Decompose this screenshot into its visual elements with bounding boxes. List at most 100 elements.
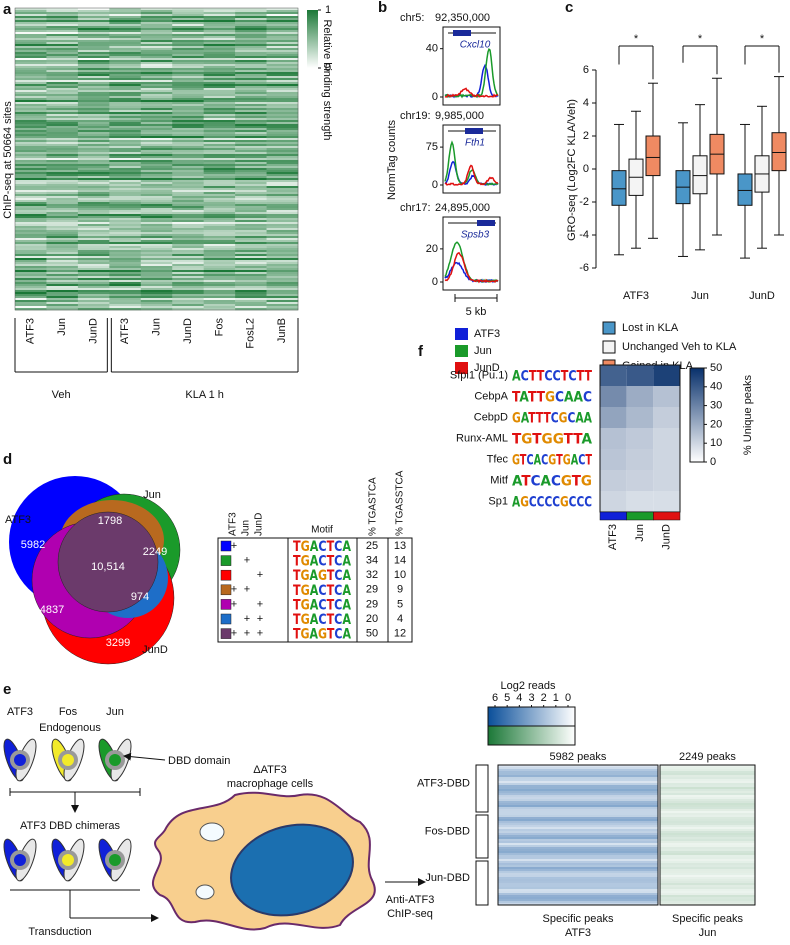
- heatmap-stripe: [203, 146, 236, 149]
- heatmap-stripe: [15, 48, 47, 51]
- heatmap-stripe: [203, 216, 236, 219]
- heatmap-stripe: [77, 14, 110, 17]
- colorbar-tick-label: 50: [710, 362, 722, 374]
- heatmap-stripe: [235, 200, 267, 203]
- heatmap-stripe: [203, 50, 236, 53]
- heatmap-stripe: [15, 98, 47, 101]
- heatmap-stripe: [15, 192, 47, 195]
- heatmap-stripe: [498, 881, 658, 884]
- heatmap-stripe: [77, 34, 110, 37]
- heatmap-stripe: [235, 206, 267, 209]
- heatmap-stripe: [266, 280, 299, 283]
- heatmap-stripe: [235, 290, 267, 293]
- heatmap-stripe: [77, 82, 110, 85]
- heatmap-stripe: [235, 130, 267, 133]
- heatmap-stripe: [203, 172, 236, 175]
- heatmap-stripe: [266, 86, 299, 89]
- heatmap-stripe: [266, 12, 299, 15]
- heatmap-stripe: [46, 56, 79, 59]
- heatmap-stripe: [266, 188, 299, 191]
- heatmap-stripe: [46, 16, 79, 19]
- heatmap-stripe: [15, 308, 47, 311]
- heatmap-stripe: [140, 308, 173, 311]
- heatmap-stripe: [172, 276, 204, 279]
- motif-logo: TGAGTCA: [293, 627, 351, 643]
- heatmap-stripe: [235, 282, 267, 285]
- heatmap-stripe: [140, 248, 173, 251]
- heatmap-stripe: [140, 116, 173, 119]
- caption: Endogenous: [39, 722, 101, 734]
- heatmap-stripe: [498, 897, 658, 900]
- heatmap-stripe: [498, 773, 658, 776]
- heatmap-stripe: [46, 196, 79, 199]
- heatmap-stripe: [266, 130, 299, 133]
- heatmap-stripe: [15, 280, 47, 283]
- panel-label: f: [418, 343, 424, 360]
- heatmap-stripe: [660, 783, 755, 786]
- heatmap-stripe: [235, 88, 267, 91]
- heatmap-stripe: [172, 258, 204, 261]
- heatmap-stripe: [77, 190, 110, 193]
- heatmap-stripe: [46, 252, 79, 255]
- heatmap-stripe: [46, 124, 79, 127]
- heatmap-stripe: [15, 138, 47, 141]
- heatmap-stripe: [498, 781, 658, 784]
- heatmap-stripe: [498, 829, 658, 832]
- heatmap-stripe: [77, 52, 110, 55]
- heatmap-stripe: [235, 140, 267, 143]
- heatmap-stripe: [46, 150, 79, 153]
- heatmap-stripe: [77, 94, 110, 97]
- heatmap-stripe: [15, 286, 47, 289]
- heatmap-stripe: [140, 204, 173, 207]
- heatmap-stripe: [203, 88, 236, 91]
- heatmap-stripe: [235, 114, 267, 117]
- heatmap-stripe: [172, 172, 204, 175]
- dbd-core: [14, 754, 26, 766]
- heatmap-stripe: [660, 855, 755, 858]
- heatmap-stripe: [46, 126, 79, 129]
- heatmap-stripe: [235, 202, 267, 205]
- heatmap-stripe: [203, 268, 236, 271]
- heatmap-stripe: [266, 174, 299, 177]
- heatmap-stripe: [46, 268, 79, 271]
- heatmap-stripe: [109, 84, 142, 87]
- heatmap-stripe: [140, 52, 173, 55]
- motif-logo: TGACTCA: [293, 612, 351, 628]
- heatmap-stripe: [140, 98, 173, 101]
- heatmap-stripe: [172, 186, 204, 189]
- heatmap-stripe: [660, 841, 755, 844]
- heatmap-stripe: [266, 224, 299, 227]
- heatmap-stripe: [77, 286, 110, 289]
- heatmap-stripe: [203, 178, 236, 181]
- heatmap-stripe: [498, 769, 658, 772]
- heatmap-stripe: [77, 108, 110, 111]
- heatmap-stripe: [235, 112, 267, 115]
- heatmap-stripe: [203, 180, 236, 183]
- heatmap-stripe: [235, 14, 267, 17]
- colorbar-tick-label: 40: [710, 381, 722, 393]
- heatmap-stripe: [46, 276, 79, 279]
- heatmap-stripe: [660, 863, 755, 866]
- heatmap-stripe: [660, 857, 755, 860]
- heatmap-stripe: [660, 797, 755, 800]
- heatmap-stripe: [77, 8, 110, 11]
- heatmap-stripe: [498, 765, 658, 768]
- heatmap-stripe: [46, 240, 79, 243]
- heatmap-stripe: [77, 132, 110, 135]
- table-value: 12: [394, 628, 406, 640]
- heatmap-stripe: [203, 198, 236, 201]
- heatmap-stripe: [140, 296, 173, 299]
- heatmap-stripe: [15, 10, 47, 13]
- heatmap-stripe: [172, 202, 204, 205]
- heatmap-stripe: [109, 246, 142, 249]
- heatmap-stripe: [15, 226, 47, 229]
- heatmap-stripe: [109, 24, 142, 27]
- colorbar-tick-label: 20: [710, 418, 722, 430]
- heatmap-stripe: [109, 150, 142, 153]
- legend-label: ATF3: [474, 328, 500, 340]
- heatmap-stripe: [498, 889, 658, 892]
- legend-label: Jun: [474, 345, 492, 357]
- heatmap-stripe: [266, 178, 299, 181]
- heatmap-cell: [653, 449, 680, 470]
- heatmap-stripe: [266, 104, 299, 107]
